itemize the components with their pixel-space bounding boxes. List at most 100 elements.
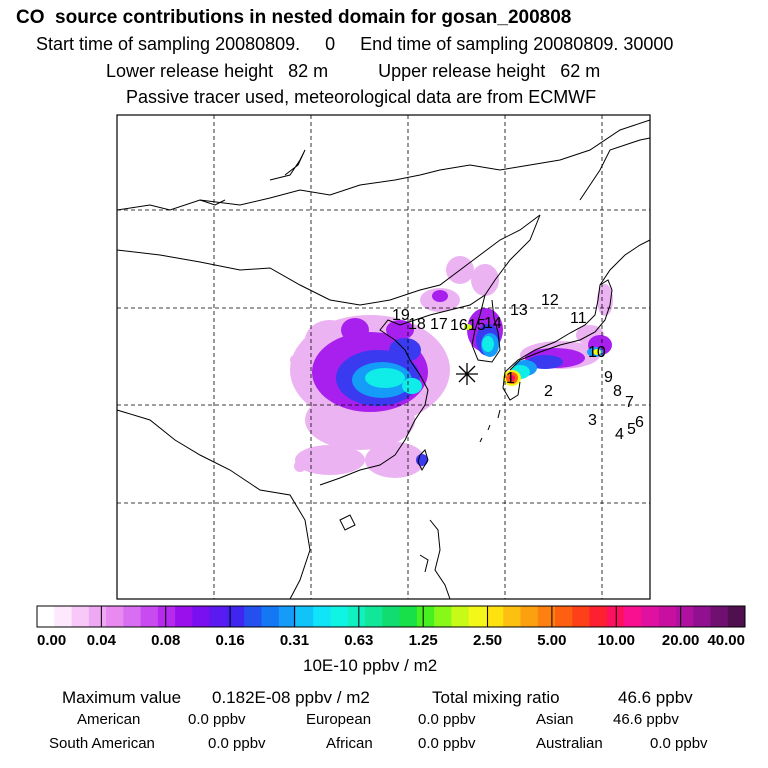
colorbar-swatch xyxy=(451,606,470,627)
colorbar-swatch xyxy=(347,606,366,627)
colorbar-swatch xyxy=(572,606,591,627)
max-value-label: Maximum value xyxy=(62,688,182,707)
colorbar-swatch xyxy=(71,606,90,627)
colorbar-tick-label: 0.16 xyxy=(215,632,244,649)
colorbar-swatch xyxy=(192,606,211,627)
colorbar-swatch xyxy=(399,606,418,627)
region-label-7: 7 xyxy=(625,394,634,411)
region-label-1: 1 xyxy=(506,370,515,387)
region-label-11: 11 xyxy=(570,310,587,327)
colorbar-swatch xyxy=(123,606,142,627)
colorbar-swatch xyxy=(261,606,280,627)
colorbar-swatch xyxy=(641,606,660,627)
colorbar-swatch xyxy=(727,606,746,627)
map-title: CO source contributions in nested domain… xyxy=(16,7,572,28)
colorbar-swatch xyxy=(589,606,608,627)
colorbar-swatch xyxy=(606,606,625,627)
colorbar-swatch xyxy=(503,606,522,627)
colorbar-swatch xyxy=(382,606,401,627)
colorbar-swatch xyxy=(365,606,383,627)
colorbar-frame xyxy=(36,605,746,628)
colorbar-tick-label: 0.04 xyxy=(87,632,117,649)
colorbar-swatch xyxy=(485,606,504,627)
region-australian-value: 0.0 ppbv xyxy=(650,735,708,752)
colorbar xyxy=(36,605,746,628)
region-american-name: American xyxy=(77,711,141,728)
colorbar-tick-label: 40.00 xyxy=(707,632,745,649)
region-american-value: 0.0 ppbv xyxy=(188,711,246,728)
region-african-name: African xyxy=(326,735,373,752)
colorbar-tick-label: 0.00 xyxy=(37,632,66,649)
region-asian-name: Asian xyxy=(536,711,574,728)
colorbar-swatch xyxy=(209,606,228,627)
region-label-12: 12 xyxy=(541,292,559,309)
asterisk-icon xyxy=(456,363,478,385)
colorbar-swatch xyxy=(244,606,262,627)
region-label-2: 2 xyxy=(544,383,553,400)
colorbar-swatch xyxy=(88,606,107,627)
region-label-5: 5 xyxy=(627,421,636,438)
total-mixing-value: 46.6 ppbv xyxy=(618,688,693,707)
region-label-19: 19 xyxy=(392,307,410,324)
colorbar-swatch xyxy=(330,606,349,627)
colorbar-swatch xyxy=(468,606,487,627)
region-label-3: 3 xyxy=(588,412,597,429)
total-mixing-label: Total mixing ratio xyxy=(432,688,560,707)
colorbar-swatch xyxy=(693,606,711,627)
colorbar-tick-label: 1.25 xyxy=(409,632,438,649)
region-label-13: 13 xyxy=(510,302,528,319)
colorbar-tick-label: 10.00 xyxy=(597,632,635,649)
colorbar-swatch xyxy=(226,606,245,627)
region-label-16: 16 xyxy=(450,317,468,334)
colorbar-tick-label: 20.00 xyxy=(662,632,700,649)
colorbar-tick-label: 5.00 xyxy=(537,632,566,649)
sampling-time-line: Start time of sampling 20080809. 0 End t… xyxy=(36,34,674,54)
region-label-14: 14 xyxy=(484,315,502,332)
max-value: 0.182E-08 ppbv / m2 xyxy=(212,688,370,707)
colorbar-swatch xyxy=(175,606,193,627)
colorbar-tick-label: 0.31 xyxy=(280,632,309,649)
coastlines xyxy=(116,119,651,600)
region-south-american-value: 0.0 ppbv xyxy=(208,735,266,752)
region-european-name: European xyxy=(306,711,372,728)
colorbar-unit-label: 10E-10 ppbv / m2 xyxy=(303,656,438,675)
region-label-9: 9 xyxy=(604,369,613,386)
region-asian-value: 46.6 ppbv xyxy=(613,711,679,728)
lat-lon-grid xyxy=(117,115,650,599)
region-label-10: 10 xyxy=(588,344,606,361)
colorbar-tick-labels: 0.00 0.04 0.08 0.16 0.31 0.63 1.25 2.50 5.00 10.0… xyxy=(37,632,745,649)
colorbar-tick-label: 0.08 xyxy=(151,632,180,649)
colorbar-swatch xyxy=(710,606,729,627)
colorbar-swatch xyxy=(658,606,677,627)
region-label-8: 8 xyxy=(613,383,622,400)
colorbar-swatch xyxy=(140,606,159,627)
colorbar-swatch xyxy=(313,606,332,627)
colorbar-swatch xyxy=(416,606,435,627)
release-height-line: Lower release height 82 m Upper release … xyxy=(106,61,601,81)
colorbar-swatch xyxy=(54,606,73,627)
region-label-4: 4 xyxy=(615,426,624,443)
colorbar-swatch xyxy=(555,606,573,627)
colorbar-swatch xyxy=(537,606,556,627)
colorbar-swatch xyxy=(37,606,55,627)
colorbar-swatch xyxy=(296,606,314,627)
region-label-6: 6 xyxy=(635,414,644,431)
colorbar-tick-label: 0.63 xyxy=(344,632,373,649)
region-european-value: 0.0 ppbv xyxy=(418,711,476,728)
region-label-17: 17 xyxy=(430,316,448,333)
colorbar-swatch xyxy=(278,606,297,627)
colorbar-swatch xyxy=(624,606,642,627)
colorbar-swatch xyxy=(520,606,539,627)
colorbar-swatch xyxy=(434,606,452,627)
colorbar-swatch xyxy=(675,606,694,627)
tracer-info-line: Passive tracer used, meteorological data… xyxy=(126,87,597,107)
colorbar-swatch xyxy=(106,606,124,627)
region-australian-name: Australian xyxy=(536,735,603,752)
region-african-value: 0.0 ppbv xyxy=(418,735,476,752)
region-south-american-name: South American xyxy=(49,735,155,752)
colorbar-tick-label: 2.50 xyxy=(473,632,502,649)
region-label-15: 15 xyxy=(468,317,486,334)
region-label-18: 18 xyxy=(408,316,426,333)
colorbar-swatch xyxy=(157,606,176,627)
